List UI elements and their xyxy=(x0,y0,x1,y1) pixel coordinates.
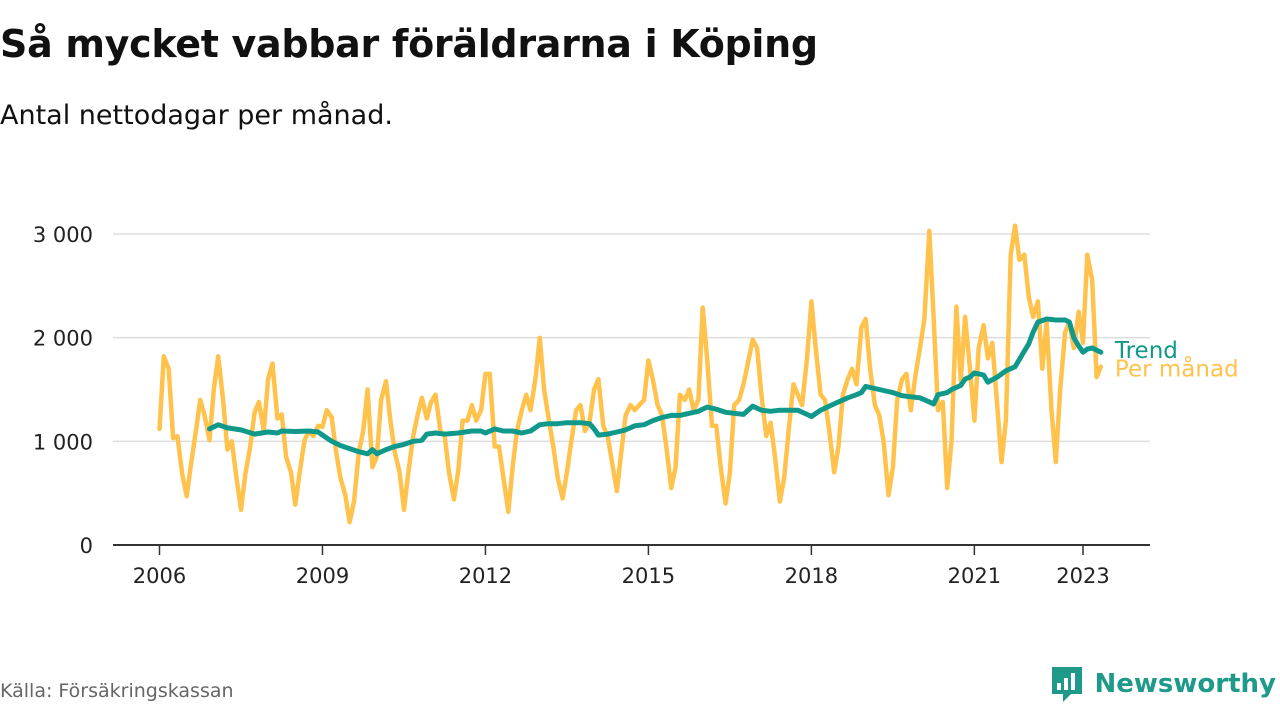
brand-name: Newsworthy xyxy=(1094,669,1276,699)
x-tick-label: 2021 xyxy=(948,564,1001,588)
x-tick-label: 2018 xyxy=(785,564,838,588)
y-tick-label: 0 xyxy=(80,534,93,558)
trend-series-label: Trend xyxy=(1114,338,1178,364)
chart-subtitle: Antal nettodagar per månad. xyxy=(0,100,393,131)
x-tick-label: 2009 xyxy=(296,564,349,588)
y-tick-label: 3 000 xyxy=(33,223,93,247)
monthly-series-label: Per månad xyxy=(1115,355,1239,383)
monthly-line xyxy=(157,223,1104,525)
y-tick-label: 2 000 xyxy=(33,327,93,351)
chart-title: Så mycket vabbar föräldrarna i Köping xyxy=(0,22,818,66)
brand-logo[interactable]: Newsworthy xyxy=(1049,664,1276,704)
source-note: Källa: Försäkringskassan xyxy=(0,680,234,702)
x-tick-label: 2012 xyxy=(459,564,512,588)
bar-chart-logo-icon xyxy=(1051,667,1082,702)
y-tick-label: 1 000 xyxy=(33,430,93,454)
trend-line xyxy=(207,316,1104,457)
x-tick-label: 2006 xyxy=(133,564,186,588)
x-tick-label: 2015 xyxy=(622,564,675,588)
x-tick-label: 2023 xyxy=(1056,564,1109,588)
